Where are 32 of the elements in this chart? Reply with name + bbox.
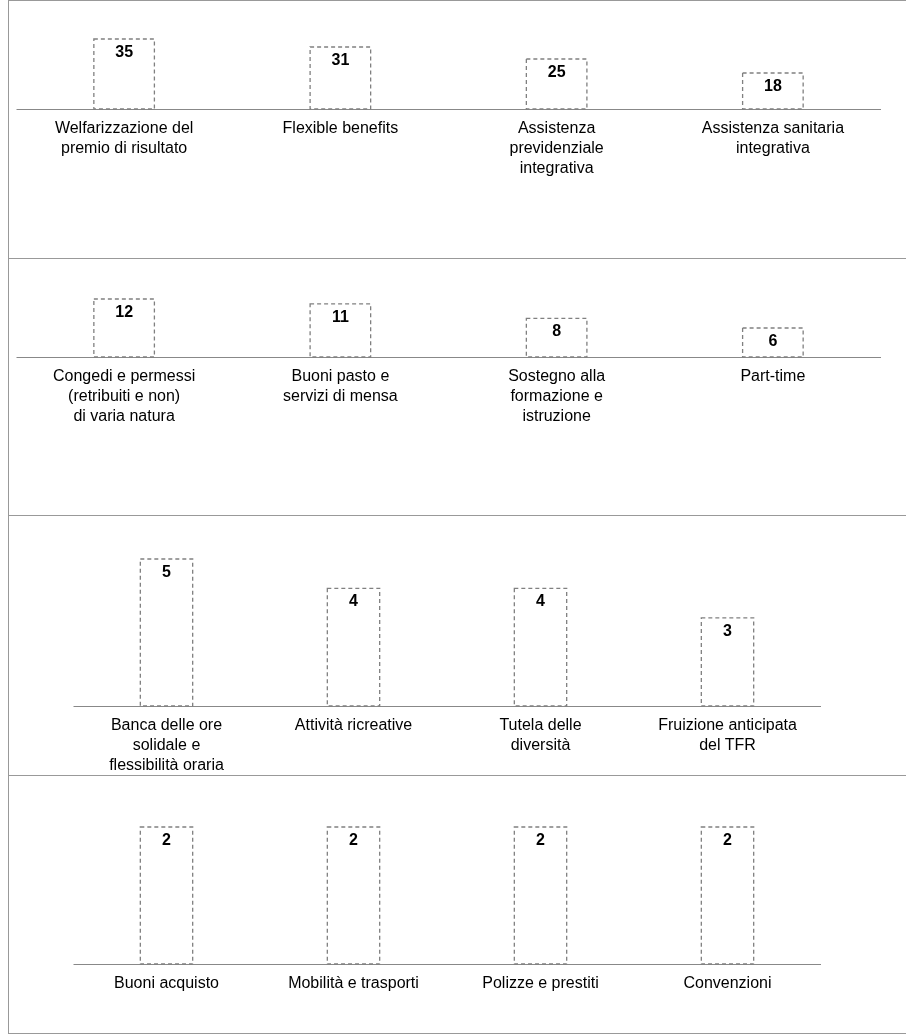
x-tick-label: Polizze e prestiti bbox=[482, 973, 599, 991]
x-tick-label: Tutela delle diversità bbox=[499, 715, 582, 753]
x-tick-label: Sostegno alla formazione e istruzione bbox=[508, 366, 606, 424]
data-label: 11 bbox=[331, 307, 349, 325]
data-label: 31 bbox=[331, 51, 350, 68]
data-label: 12 bbox=[115, 303, 134, 320]
x-tick-label: Buoni acquisto bbox=[114, 973, 220, 991]
data-label: 5 bbox=[162, 563, 172, 580]
x-tick-label: Part-time bbox=[740, 366, 806, 384]
data-label: 2 bbox=[349, 831, 359, 848]
data-label: 4 bbox=[536, 592, 546, 610]
x-tick-label: Assistenza previdenziale integrativa bbox=[509, 118, 604, 176]
x-tick-label: Flexible benefits bbox=[282, 118, 399, 136]
data-label: 8 bbox=[552, 322, 562, 340]
x-tick-label: Banca delle ore solidale e flessibilità oraria bbox=[109, 715, 224, 773]
x-tick-label: Convenzioni bbox=[683, 973, 772, 991]
data-label: 2 bbox=[536, 831, 546, 848]
x-tick-label: Congedi e permessi (retribuiti e non) di varia natura bbox=[52, 366, 196, 424]
x-tick-label: Buoni pasto e servizi di mensa bbox=[283, 366, 398, 404]
x-tick-label: Mobilità e trasporti bbox=[288, 973, 419, 991]
x-tick-label: Assistenza sanitaria integrativa bbox=[701, 118, 845, 156]
data-label: 6 bbox=[768, 332, 778, 349]
data-label: 4 bbox=[349, 592, 359, 610]
data-label: 18 bbox=[763, 77, 782, 94]
x-tick-label: Attività ricreative bbox=[294, 715, 413, 733]
data-label: 25 bbox=[547, 63, 566, 80]
data-label: 35 bbox=[115, 43, 134, 60]
x-tick-label: Fruizione anticipata del TFR bbox=[658, 715, 797, 753]
data-label: 3 bbox=[723, 621, 733, 639]
data-label: 2 bbox=[723, 831, 733, 848]
data-label: 2 bbox=[162, 831, 172, 848]
x-tick-label: Welfarizzazione del premio di risultato bbox=[54, 118, 194, 156]
